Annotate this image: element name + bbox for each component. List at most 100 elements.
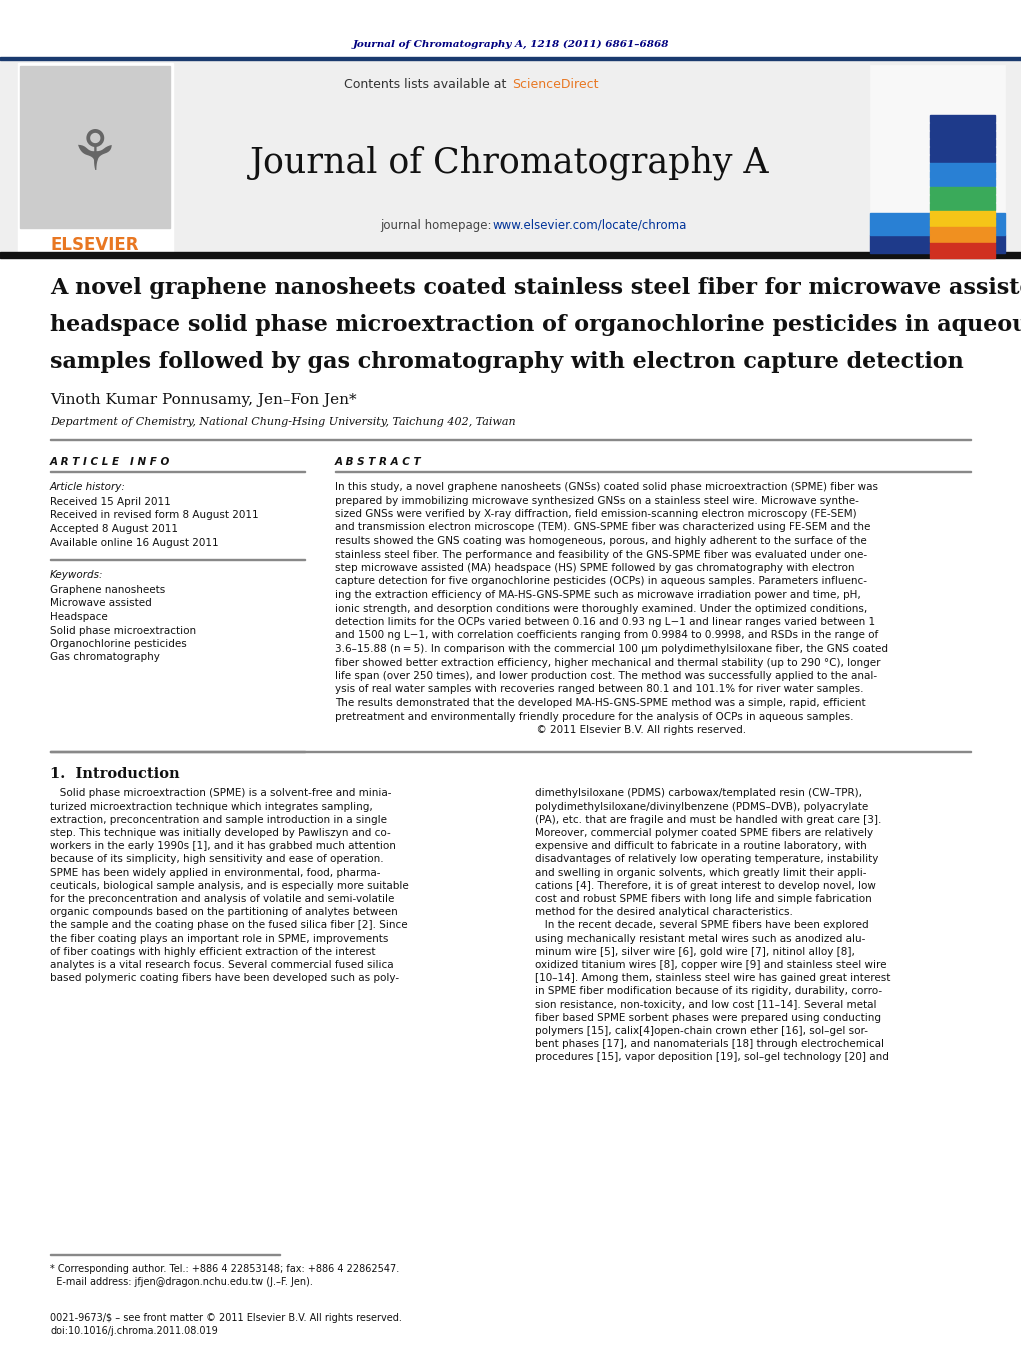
Text: Article history:: Article history: bbox=[50, 482, 126, 492]
Text: pretreatment and environmentally friendly procedure for the analysis of OCPs in : pretreatment and environmentally friendl… bbox=[335, 712, 854, 721]
Bar bbox=[930, 172, 995, 177]
Text: stainless steel fiber. The performance and feasibility of the GNS-SPME fiber was: stainless steel fiber. The performance a… bbox=[335, 550, 867, 559]
Text: Department of Chemistry, National Chung-Hsing University, Taichung 402, Taiwan: Department of Chemistry, National Chung-… bbox=[50, 417, 516, 427]
Text: cost and robust SPME fibers with long life and simple fabrication: cost and robust SPME fibers with long li… bbox=[535, 894, 872, 904]
Text: Moreover, commercial polymer coated SPME fibers are relatively: Moreover, commercial polymer coated SPME… bbox=[535, 828, 873, 838]
Text: samples followed by gas chromatography with electron capture detection: samples followed by gas chromatography w… bbox=[50, 351, 964, 373]
Text: 0021-9673/$ – see front matter © 2011 Elsevier B.V. All rights reserved.: 0021-9673/$ – see front matter © 2011 El… bbox=[50, 1313, 402, 1323]
Text: in SPME fiber modification because of its rigidity, durability, corro-: in SPME fiber modification because of it… bbox=[535, 986, 882, 997]
Text: * Corresponding author. Tel.: +886 4 22853148; fax: +886 4 22862547.: * Corresponding author. Tel.: +886 4 228… bbox=[50, 1265, 399, 1274]
Text: Keywords:: Keywords: bbox=[50, 570, 103, 580]
Text: results showed the GNS coating was homogeneous, porous, and highly adherent to t: results showed the GNS coating was homog… bbox=[335, 536, 867, 546]
Bar bbox=[930, 155, 995, 162]
Text: fiber showed better extraction efficiency, higher mechanical and thermal stabili: fiber showed better extraction efficienc… bbox=[335, 658, 880, 667]
Bar bbox=[930, 227, 995, 234]
Text: Headspace: Headspace bbox=[50, 612, 108, 621]
Bar bbox=[930, 139, 995, 146]
Text: Gas chromatography: Gas chromatography bbox=[50, 653, 160, 662]
Text: ELSEVIER: ELSEVIER bbox=[51, 236, 139, 254]
Bar bbox=[0, 253, 1021, 258]
Text: A B S T R A C T: A B S T R A C T bbox=[335, 457, 422, 467]
Text: step. This technique was initially developed by Pawliszyn and co-: step. This technique was initially devel… bbox=[50, 828, 391, 838]
Bar bbox=[870, 213, 1005, 235]
Text: capture detection for five organochlorine pesticides (OCPs) in aqueous samples. : capture detection for five organochlorin… bbox=[335, 577, 867, 586]
Text: SPME has been widely applied in environmental, food, pharma-: SPME has been widely applied in environm… bbox=[50, 867, 381, 878]
Bar bbox=[930, 178, 995, 185]
Text: polydimethylsiloxane/divinylbenzene (PDMS–DVB), polyacrylate: polydimethylsiloxane/divinylbenzene (PDM… bbox=[535, 801, 868, 812]
Text: and transmission electron microscope (TEM). GNS-SPME fiber was characterized usi: and transmission electron microscope (TE… bbox=[335, 523, 870, 532]
Text: workers in the early 1990s [1], and it has grabbed much attention: workers in the early 1990s [1], and it h… bbox=[50, 842, 396, 851]
Text: step microwave assisted (MA) headspace (HS) SPME followed by gas chromatography : step microwave assisted (MA) headspace (… bbox=[335, 563, 855, 573]
Bar bbox=[0, 59, 1021, 255]
Bar bbox=[20, 66, 171, 228]
Text: In the recent decade, several SPME fibers have been explored: In the recent decade, several SPME fiber… bbox=[535, 920, 869, 931]
Bar bbox=[930, 251, 995, 258]
Text: method for the desired analytical characteristics.: method for the desired analytical charac… bbox=[535, 908, 793, 917]
Text: of fiber coatings with highly efficient extraction of the interest: of fiber coatings with highly efficient … bbox=[50, 947, 376, 957]
Text: prepared by immobilizing microwave synthesized GNSs on a stainless steel wire. M: prepared by immobilizing microwave synth… bbox=[335, 496, 859, 505]
Text: Solid phase microextraction: Solid phase microextraction bbox=[50, 626, 196, 635]
Text: fiber based SPME sorbent phases were prepared using conducting: fiber based SPME sorbent phases were pre… bbox=[535, 1013, 881, 1023]
Text: sion resistance, non-toxicity, and low cost [11–14]. Several metal: sion resistance, non-toxicity, and low c… bbox=[535, 1000, 876, 1009]
Text: The results demonstrated that the developed MA-HS-GNS-SPME method was a simple, : The results demonstrated that the develo… bbox=[335, 698, 866, 708]
Text: because of its simplicity, high sensitivity and ease of operation.: because of its simplicity, high sensitiv… bbox=[50, 854, 384, 865]
Text: ⚘: ⚘ bbox=[70, 128, 119, 182]
Text: and swelling in organic solvents, which greatly limit their appli-: and swelling in organic solvents, which … bbox=[535, 867, 867, 878]
Text: ceuticals, biological sample analysis, and is especially more suitable: ceuticals, biological sample analysis, a… bbox=[50, 881, 408, 890]
Bar bbox=[930, 147, 995, 154]
Text: Received 15 April 2011: Received 15 April 2011 bbox=[50, 497, 171, 507]
Bar bbox=[870, 65, 1005, 253]
Text: 1.  Introduction: 1. Introduction bbox=[50, 766, 180, 781]
Text: Microwave assisted: Microwave assisted bbox=[50, 598, 152, 608]
Text: for the preconcentration and analysis of volatile and semi-volatile: for the preconcentration and analysis of… bbox=[50, 894, 394, 904]
Text: procedures [15], vapor deposition [19], sol–gel technology [20] and: procedures [15], vapor deposition [19], … bbox=[535, 1052, 889, 1062]
Bar bbox=[18, 63, 173, 253]
Text: cations [4]. Therefore, it is of great interest to develop novel, low: cations [4]. Therefore, it is of great i… bbox=[535, 881, 876, 890]
Text: Graphene nanosheets: Graphene nanosheets bbox=[50, 585, 165, 594]
Text: expensive and difficult to fabricate in a routine laboratory, with: expensive and difficult to fabricate in … bbox=[535, 842, 867, 851]
Text: journal homepage:: journal homepage: bbox=[380, 219, 495, 231]
Text: detection limits for the OCPs varied between 0.16 and 0.93 ng L−1 and linear ran: detection limits for the OCPs varied bet… bbox=[335, 617, 875, 627]
Text: ysis of real water samples with recoveries ranged between 80.1 and 101.1% for ri: ysis of real water samples with recoveri… bbox=[335, 685, 864, 694]
Text: organic compounds based on the partitioning of analytes between: organic compounds based on the partition… bbox=[50, 908, 398, 917]
Text: 3.6–15.88 (n = 5). In comparison with the commercial 100 μm polydimethylsiloxane: 3.6–15.88 (n = 5). In comparison with th… bbox=[335, 644, 888, 654]
Text: (PA), etc. that are fragile and must be handled with great care [3].: (PA), etc. that are fragile and must be … bbox=[535, 815, 881, 825]
Text: minum wire [5], silver wire [6], gold wire [7], nitinol alloy [8],: minum wire [5], silver wire [6], gold wi… bbox=[535, 947, 855, 957]
Text: Organochlorine pesticides: Organochlorine pesticides bbox=[50, 639, 187, 648]
Text: Vinoth Kumar Ponnusamy, Jen–Fon Jen*: Vinoth Kumar Ponnusamy, Jen–Fon Jen* bbox=[50, 393, 356, 407]
Text: headspace solid phase microextraction of organochlorine pesticides in aqueous: headspace solid phase microextraction of… bbox=[50, 313, 1021, 336]
Text: Journal of Chromatography A: Journal of Chromatography A bbox=[250, 146, 770, 180]
Text: Journal of Chromatography A, 1218 (2011) 6861–6868: Journal of Chromatography A, 1218 (2011)… bbox=[352, 39, 669, 49]
Bar bbox=[930, 211, 995, 218]
Text: based polymeric coating fibers have been developed such as poly-: based polymeric coating fibers have been… bbox=[50, 973, 399, 984]
Text: turized microextraction technique which integrates sampling,: turized microextraction technique which … bbox=[50, 801, 373, 812]
Bar bbox=[0, 57, 1021, 59]
Text: Accepted 8 August 2011: Accepted 8 August 2011 bbox=[50, 524, 178, 534]
Text: analytes is a vital research focus. Several commercial fused silica: analytes is a vital research focus. Seve… bbox=[50, 961, 394, 970]
Text: ScienceDirect: ScienceDirect bbox=[513, 78, 599, 92]
Text: and 1500 ng L−1, with correlation coefficients ranging from 0.9984 to 0.9998, an: and 1500 ng L−1, with correlation coeffi… bbox=[335, 631, 878, 640]
Bar bbox=[930, 115, 995, 122]
Text: E-mail address: jfjen@dragon.nchu.edu.tw (J.–F. Jen).: E-mail address: jfjen@dragon.nchu.edu.tw… bbox=[50, 1277, 312, 1288]
Bar bbox=[930, 163, 995, 169]
Bar bbox=[930, 186, 995, 193]
Text: the fiber coating plays an important role in SPME, improvements: the fiber coating plays an important rol… bbox=[50, 934, 388, 944]
Text: disadvantages of relatively low operating temperature, instability: disadvantages of relatively low operatin… bbox=[535, 854, 878, 865]
Text: Solid phase microextraction (SPME) is a solvent-free and minia-: Solid phase microextraction (SPME) is a … bbox=[50, 789, 391, 798]
Bar bbox=[930, 219, 995, 226]
Bar bbox=[930, 243, 995, 250]
Text: polymers [15], calix[4]open-chain crown ether [16], sol–gel sor-: polymers [15], calix[4]open-chain crown … bbox=[535, 1027, 868, 1036]
Text: using mechanically resistant metal wires such as anodized alu-: using mechanically resistant metal wires… bbox=[535, 934, 866, 944]
Text: extraction, preconcentration and sample introduction in a single: extraction, preconcentration and sample … bbox=[50, 815, 387, 825]
Text: ing the extraction efficiency of MA-HS-GNS-SPME such as microwave irradiation po: ing the extraction efficiency of MA-HS-G… bbox=[335, 590, 861, 600]
Text: oxidized titanium wires [8], copper wire [9] and stainless steel wire: oxidized titanium wires [8], copper wire… bbox=[535, 961, 886, 970]
Text: [10–14]. Among them, stainless steel wire has gained great interest: [10–14]. Among them, stainless steel wir… bbox=[535, 973, 890, 984]
Text: dimethylsiloxane (PDMS) carbowax/templated resin (CW–TPR),: dimethylsiloxane (PDMS) carbowax/templat… bbox=[535, 789, 862, 798]
Text: Received in revised form 8 August 2011: Received in revised form 8 August 2011 bbox=[50, 511, 258, 520]
Text: bent phases [17], and nanomaterials [18] through electrochemical: bent phases [17], and nanomaterials [18]… bbox=[535, 1039, 884, 1050]
Bar bbox=[930, 195, 995, 201]
Text: Available online 16 August 2011: Available online 16 August 2011 bbox=[50, 538, 218, 547]
Bar bbox=[930, 203, 995, 209]
Text: www.elsevier.com/locate/chroma: www.elsevier.com/locate/chroma bbox=[492, 219, 686, 231]
Text: © 2011 Elsevier B.V. All rights reserved.: © 2011 Elsevier B.V. All rights reserved… bbox=[335, 725, 746, 735]
